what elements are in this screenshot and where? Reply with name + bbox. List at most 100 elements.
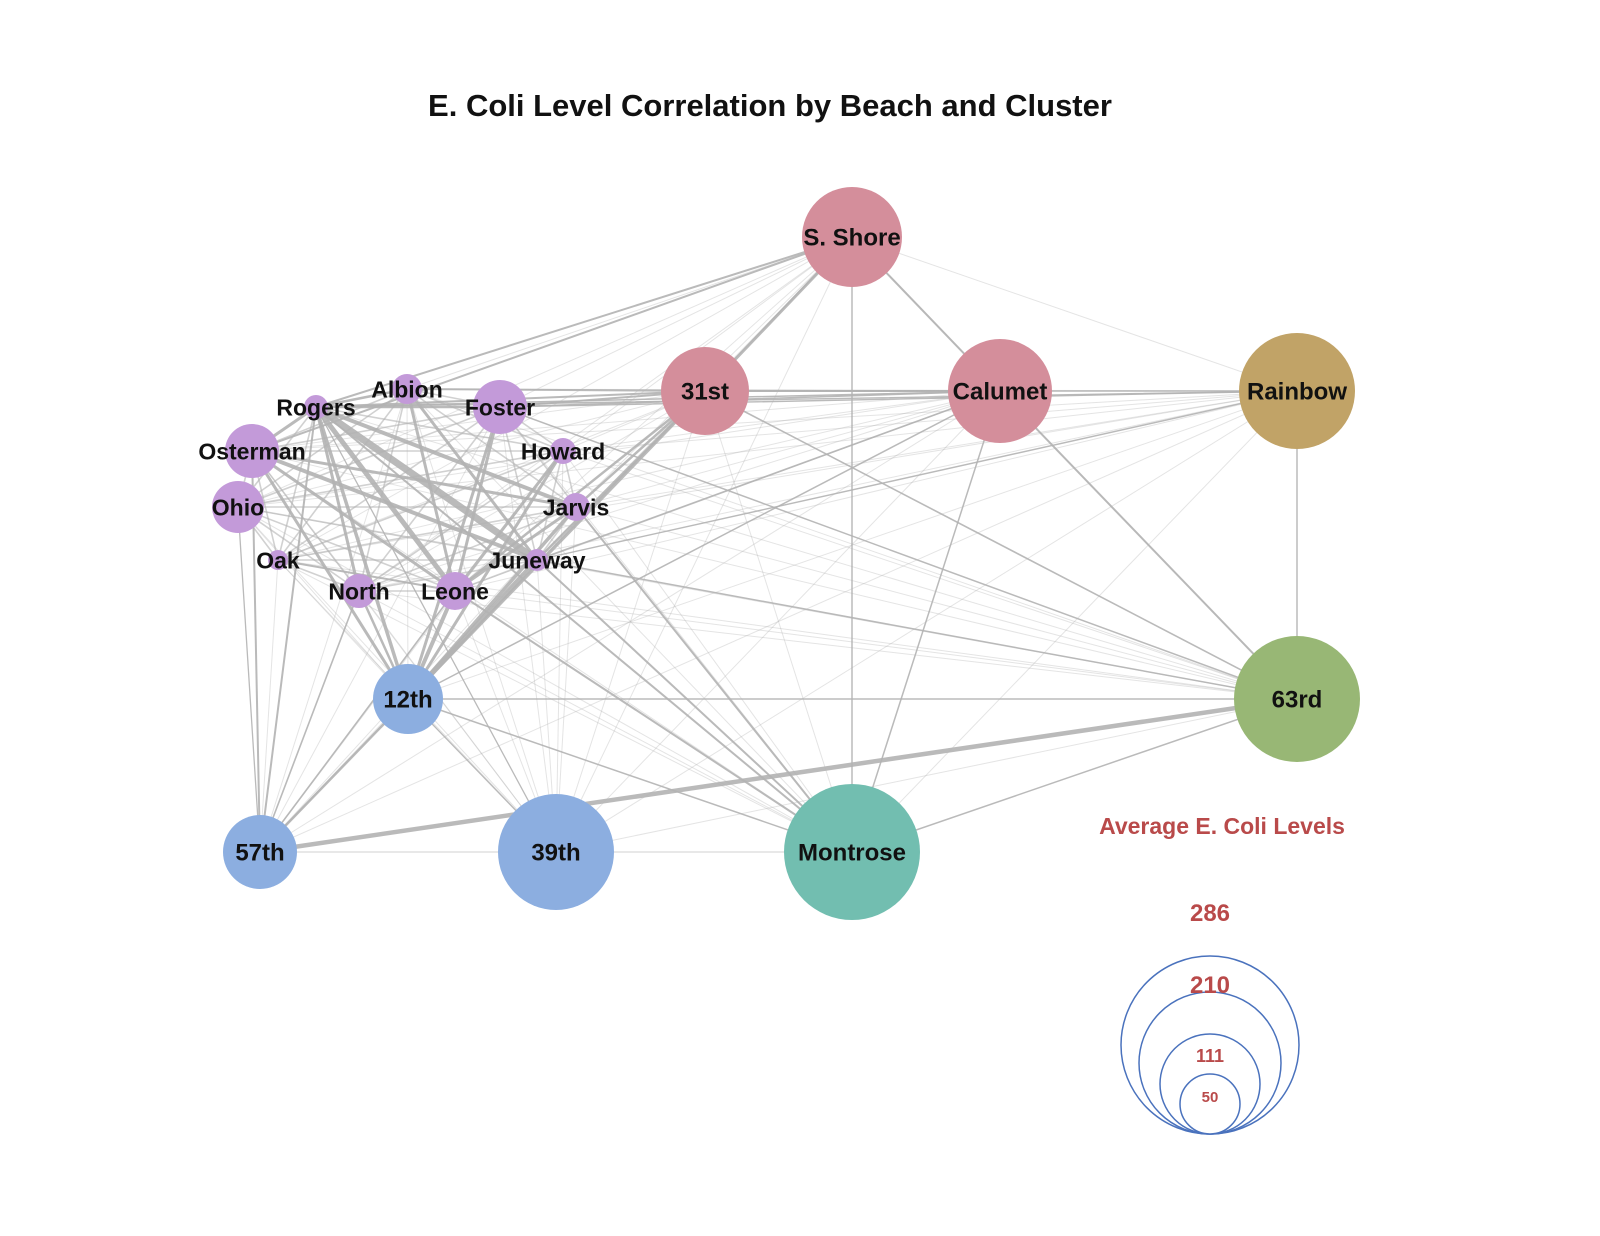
- edge-montrose-juneway: [536, 559, 853, 853]
- node-label-osterman: Osterman: [198, 438, 305, 464]
- node-s_shore[interactable]: [802, 187, 902, 287]
- node-label-ohio: Ohio: [212, 494, 264, 520]
- node-63rd[interactable]: [1234, 636, 1360, 762]
- node-57th[interactable]: [223, 815, 297, 889]
- node-label-12th: 12th: [383, 687, 432, 714]
- node-31st[interactable]: [661, 347, 749, 435]
- node-oak[interactable]: [268, 550, 288, 570]
- edge-12th-ohio: [237, 506, 409, 700]
- edge-montrose-ohio: [237, 506, 853, 853]
- node-osterman[interactable]: [225, 424, 279, 478]
- node-ohio[interactable]: [212, 481, 264, 533]
- node-label-calumet: Calumet: [953, 379, 1048, 406]
- node-leone[interactable]: [436, 572, 474, 610]
- edge-rainbow-oak: [277, 390, 1298, 561]
- chart-title: E. Coli Level Correlation by Beach and C…: [428, 88, 1112, 123]
- edge-calumet-oak: [277, 390, 1001, 561]
- node-label-39th: 39th: [531, 840, 580, 867]
- edge-63rd-north: [358, 590, 1298, 700]
- edge-calumet-north: [358, 390, 1001, 592]
- edge-osterman-jarvis: [250, 449, 578, 509]
- legend-value-111: 111: [1196, 1046, 1224, 1066]
- node-albion[interactable]: [392, 374, 422, 404]
- node-label-howard: Howard: [521, 438, 605, 464]
- edge-57th-foster: [259, 406, 501, 853]
- node-juneway[interactable]: [526, 549, 548, 571]
- edge-57th-leone: [259, 590, 456, 853]
- edge-57th-oak: [259, 559, 279, 853]
- edge-rainbow-jarvis: [575, 390, 1298, 508]
- edge-calumet-foster: [499, 390, 1001, 408]
- edge-57th-albion: [259, 388, 408, 853]
- node-label-rainbow: Rainbow: [1247, 379, 1347, 406]
- node-label-oak: Oak: [256, 547, 300, 573]
- legend-value-286: 286: [1190, 900, 1230, 927]
- node-39th[interactable]: [498, 794, 614, 910]
- edge-rainbow-leone: [454, 390, 1298, 592]
- edge-calumet-63rd: [999, 390, 1298, 700]
- edge-63rd-39th: [555, 698, 1298, 853]
- edge-albion-ohio: [237, 388, 408, 508]
- edge-57th-ohio: [237, 506, 261, 853]
- legend-value-210: 210: [1190, 972, 1230, 999]
- edge-foster-12th: [406, 405, 502, 701]
- edge-s_shore-north: [358, 236, 853, 592]
- node-montrose[interactable]: [784, 784, 920, 920]
- edge-rogers-howard: [315, 406, 564, 452]
- edge-montrose-12th: [407, 698, 853, 853]
- edge-rainbow-montrose: [851, 390, 1298, 853]
- edge-rainbow-57th: [259, 390, 1298, 853]
- edge-calumet-jarvis: [575, 390, 1001, 508]
- edge-jarvis-north: [358, 506, 577, 592]
- edge-s_shore-howard: [562, 236, 853, 452]
- edge-rainbow-howard: [562, 390, 1298, 452]
- node-north[interactable]: [342, 574, 376, 608]
- edge-calumet-12th: [407, 390, 1001, 700]
- edge-rogers-albion: [314, 387, 409, 409]
- edge-31st-39th: [555, 390, 706, 853]
- edge-63rd-osterman: [251, 450, 1298, 700]
- edge-63rd-juneway: [536, 559, 1298, 700]
- edge-calumet-57th: [259, 390, 1001, 853]
- node-12th[interactable]: [373, 664, 443, 734]
- edge-63rd-foster: [499, 406, 1298, 700]
- node-label-31st: 31st: [681, 379, 729, 406]
- node-foster[interactable]: [473, 380, 527, 434]
- edge-albion-juneway: [405, 387, 539, 562]
- node-howard[interactable]: [550, 438, 576, 464]
- node-rainbow[interactable]: [1239, 333, 1355, 449]
- edge-s_shore-foster: [499, 236, 853, 408]
- edge-s_shore-ohio: [237, 236, 853, 508]
- edge-montrose-jarvis: [575, 506, 853, 853]
- edge-montrose-oak: [277, 559, 853, 853]
- edge-s_shore-oak: [277, 236, 853, 561]
- node-jarvis[interactable]: [562, 493, 590, 521]
- edge-calumet-juneway: [536, 390, 1001, 561]
- edge-layer: [237, 235, 1300, 855]
- edge-albion-osterman: [251, 388, 408, 452]
- node-label-montrose: Montrose: [798, 840, 906, 867]
- edge-s_shore-osterman: [251, 236, 853, 452]
- edge-12th-albion: [406, 388, 409, 700]
- edge-ohio-leone: [237, 506, 456, 592]
- edge-montrose-calumet: [851, 390, 1001, 853]
- edge-howard-juneway: [536, 450, 564, 561]
- node-label-57th: 57th: [235, 840, 284, 867]
- edge-osterman-north: [251, 450, 360, 592]
- edge-rainbow-osterman: [251, 390, 1298, 452]
- node-label-north: North: [328, 578, 389, 604]
- node-rogers[interactable]: [304, 395, 328, 419]
- legend-title: Average E. Coli Levels: [1099, 813, 1345, 839]
- edge-63rd-jarvis: [575, 506, 1298, 700]
- edge-montrose-rogers: [315, 406, 853, 853]
- edge-calumet-ohio: [237, 390, 1001, 508]
- edge-howard-leone: [453, 449, 565, 593]
- edge-montrose-63rd: [851, 698, 1298, 853]
- edge-rainbow-39th: [555, 390, 1298, 853]
- edge-31st-montrose: [704, 390, 853, 853]
- edge-s_shore-albion: [406, 236, 853, 390]
- edge-rainbow-juneway: [536, 390, 1298, 561]
- edge-montrose-leone: [454, 590, 853, 853]
- node-calumet[interactable]: [948, 339, 1052, 443]
- legend: Average E. Coli Levels 286 210 111 50: [1099, 813, 1345, 1135]
